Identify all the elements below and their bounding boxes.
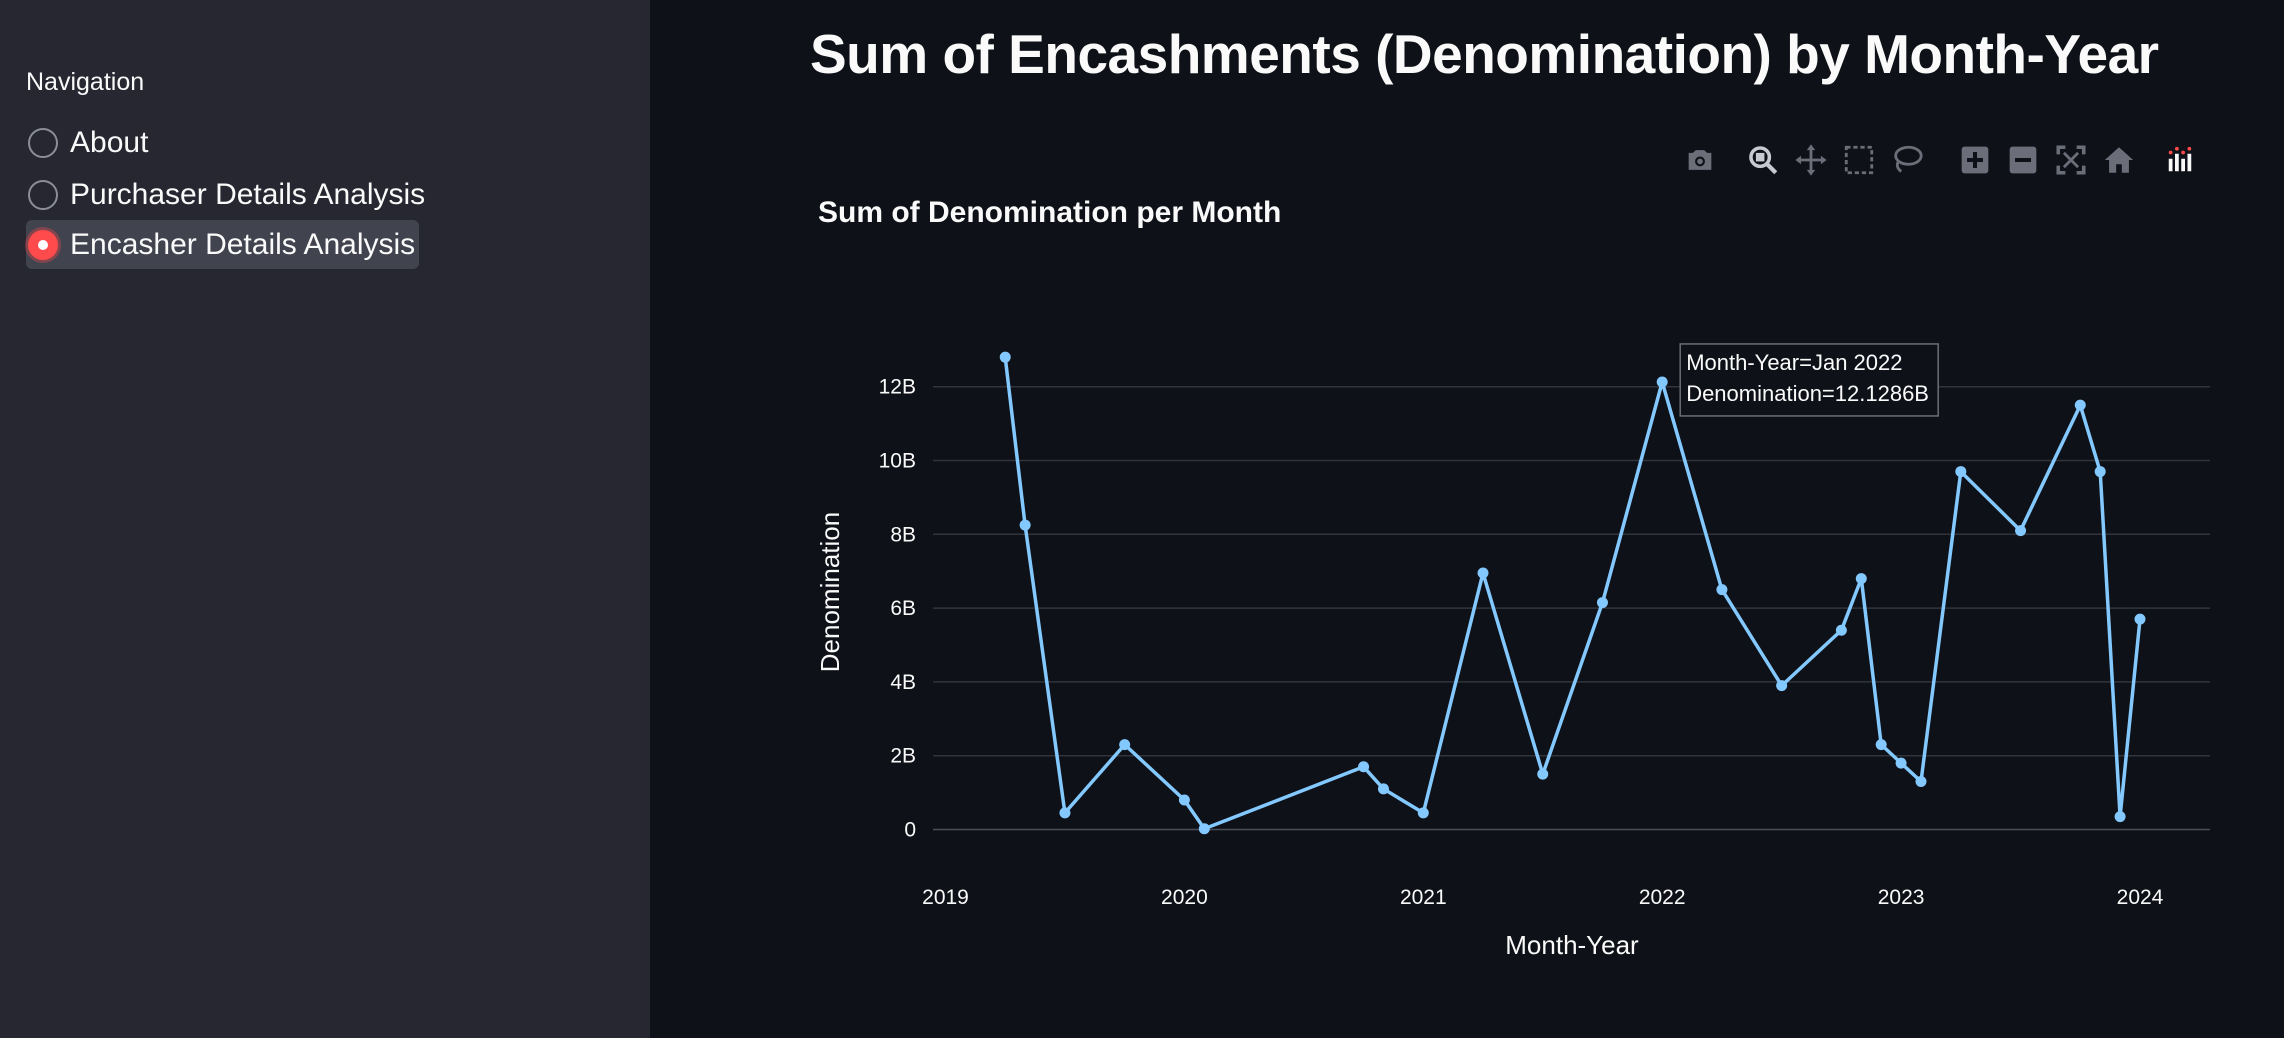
reset-axes-icon[interactable]	[2099, 140, 2139, 180]
y-tick-label: 0	[904, 819, 916, 842]
data-point[interactable]	[1716, 584, 1728, 596]
gridlines	[933, 385, 2210, 831]
data-point[interactable]	[1537, 768, 1549, 780]
radio-icon[interactable]	[28, 127, 58, 158]
radio-icon[interactable]	[28, 179, 58, 210]
y-tick-label: 6B	[890, 597, 916, 620]
x-tick-label: 2022	[1639, 886, 1686, 909]
chart-modebar	[1680, 140, 2200, 180]
data-point[interactable]	[1915, 776, 1927, 788]
x-tick-label: 2021	[1400, 886, 1447, 909]
data-point[interactable]	[1895, 757, 1907, 769]
data-point[interactable]	[1358, 761, 1370, 773]
navigation-heading: Navigation	[26, 68, 145, 96]
nav-item-label: Encasher Details Analysis	[70, 227, 416, 261]
line-chart[interactable]: Sum of Denomination per Month 0 2B 4B 6B 8B 1…	[650, 180, 2284, 1020]
data-point[interactable]	[1119, 739, 1131, 751]
data-point[interactable]	[1955, 466, 1967, 478]
radio-selected-icon[interactable]	[28, 229, 58, 260]
nav-item-encasher-details-analysis[interactable]: Encasher Details Analysis	[26, 220, 420, 269]
autoscale-icon[interactable]	[2051, 140, 2091, 180]
zoom-out-icon[interactable]	[2003, 140, 2043, 180]
data-point[interactable]	[2134, 613, 2146, 625]
sidebar: Navigation About Purchaser Details Analy…	[0, 0, 650, 1038]
x-tick-label: 2023	[1878, 886, 1925, 909]
x-axis-ticks: 2019 2020 2021 2022 2023 2024	[922, 886, 2164, 909]
chart-title: Sum of Denomination per Month	[818, 196, 1281, 229]
data-point[interactable]	[1417, 807, 1429, 819]
data-point[interactable]	[1178, 794, 1190, 806]
x-tick-label: 2019	[922, 886, 969, 909]
zoom-in-icon[interactable]	[1955, 140, 1995, 180]
data-point[interactable]	[1198, 823, 1210, 835]
data-point[interactable]	[1855, 573, 1867, 585]
data-point[interactable]	[999, 351, 1011, 363]
data-point[interactable]	[2074, 399, 2086, 411]
nav-item-purchaser-details-analysis[interactable]: Purchaser Details Analysis	[26, 170, 429, 219]
data-point[interactable]	[2094, 466, 2106, 478]
series-line	[1003, 356, 2142, 831]
camera-icon[interactable]	[1680, 140, 1720, 180]
nav-item-label: About	[70, 125, 149, 159]
data-point[interactable]	[1776, 680, 1788, 692]
y-tick-label: 4B	[890, 671, 916, 694]
y-tick-label: 2B	[890, 745, 916, 768]
page-title: Sum of Encashments (Denomination) by Mon…	[810, 23, 2159, 85]
data-point[interactable]	[1477, 567, 1489, 579]
hover-text-month-year: Month-Year=Jan 2022	[1686, 350, 1902, 375]
hover-tooltip: Month-Year=Jan 2022 Denomination=12.1286…	[1679, 343, 1939, 417]
y-tick-label: 8B	[890, 523, 916, 546]
data-point[interactable]	[2015, 525, 2027, 537]
data-point[interactable]	[1377, 783, 1389, 795]
data-point[interactable]	[1875, 739, 1887, 751]
y-axis-ticks: 0 2B 4B 6B 8B 10B 12B	[879, 376, 916, 842]
nav-item-label: Purchaser Details Analysis	[70, 177, 426, 211]
x-tick-label: 2020	[1161, 886, 1208, 909]
data-point[interactable]	[1596, 597, 1608, 609]
plotly-logo-icon[interactable]	[2160, 140, 2200, 180]
data-point[interactable]	[1059, 807, 1071, 819]
x-axis-title: Month-Year	[1505, 930, 1639, 960]
y-tick-label: 12B	[879, 376, 916, 399]
data-point[interactable]	[1835, 624, 1847, 636]
hover-text-denomination: Denomination=12.1286B	[1686, 381, 1929, 406]
data-point[interactable]	[2114, 811, 2126, 823]
zoom-icon[interactable]	[1743, 140, 1783, 180]
nav-item-about[interactable]: About	[26, 118, 152, 167]
lasso-select-icon[interactable]	[1887, 140, 1927, 180]
y-axis-title: Denomination	[815, 512, 845, 672]
y-tick-label: 10B	[879, 450, 916, 473]
data-points	[999, 351, 2146, 835]
box-select-icon[interactable]	[1839, 140, 1879, 180]
data-point[interactable]	[1019, 519, 1031, 531]
pan-icon[interactable]	[1791, 140, 1831, 180]
data-point[interactable]	[1656, 376, 1668, 388]
x-tick-label: 2024	[2117, 886, 2164, 909]
hover-box	[1679, 343, 1939, 417]
